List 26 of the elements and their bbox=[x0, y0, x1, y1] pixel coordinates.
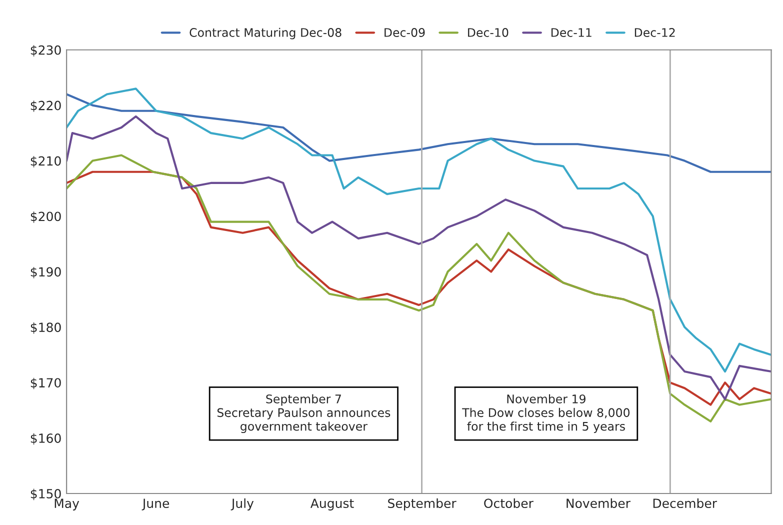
y-tick-label: $180 bbox=[30, 322, 61, 334]
x-tick-label: August bbox=[310, 498, 354, 510]
y-tick-label: $200 bbox=[30, 211, 61, 223]
y-tick-label: $190 bbox=[30, 266, 61, 278]
y-tick-label: $170 bbox=[30, 378, 61, 390]
y-tick-label: $220 bbox=[30, 100, 61, 112]
x-tick-label: July bbox=[230, 498, 254, 510]
annotation: November 19 The Dow closes below 8,000 for the first time in 5 years bbox=[462, 394, 630, 434]
legend-label: Dec-11 bbox=[551, 28, 592, 37]
legend-label: Contract Maturing Dec-08 bbox=[190, 28, 342, 40]
y-tick-label: $230 bbox=[30, 45, 61, 56]
y-tick-label: $210 bbox=[30, 156, 61, 168]
line-series bbox=[66, 93, 772, 173]
legend-label: Dec-09 bbox=[384, 28, 425, 37]
y-tick-label: $150 bbox=[30, 488, 61, 500]
x-tick-label: November bbox=[566, 498, 630, 508]
x-tick-label: May bbox=[54, 498, 80, 510]
legend-label: Dec-12 bbox=[634, 28, 675, 37]
y-tick-label: $160 bbox=[30, 433, 61, 445]
line-series bbox=[66, 88, 772, 373]
x-tick-label: June bbox=[142, 498, 170, 510]
x-tick-label: December bbox=[653, 498, 718, 508]
x-tick-label: September bbox=[388, 498, 456, 510]
x-tick-label: October bbox=[484, 498, 534, 508]
annotation: September 7 Secretary Paulson announces government takeover bbox=[217, 394, 390, 434]
legend-label: Dec-10 bbox=[468, 28, 508, 37]
